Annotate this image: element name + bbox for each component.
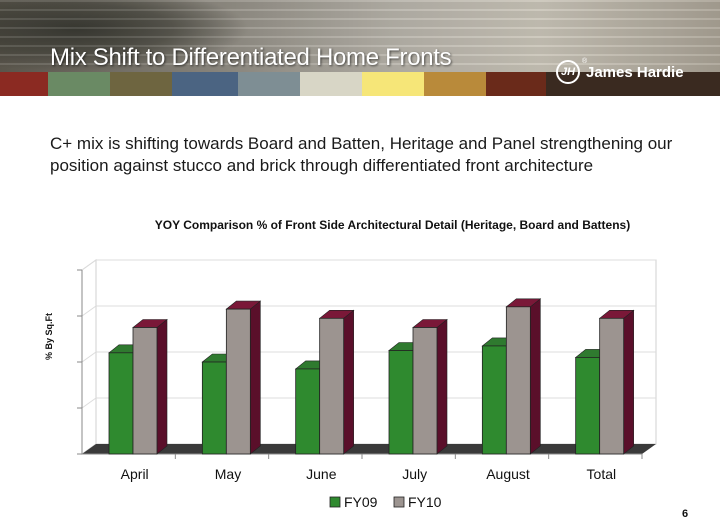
logo-text: James Hardie	[586, 63, 684, 81]
bar-fy10-july	[412, 327, 438, 455]
color-swatch	[238, 72, 300, 96]
bar-fy09-total	[575, 356, 601, 455]
color-swatch	[486, 72, 546, 96]
color-swatch	[362, 72, 424, 96]
gridline-side	[81, 305, 97, 317]
color-swatch	[672, 72, 720, 96]
bar-side	[436, 318, 448, 455]
color-swatch	[172, 72, 238, 96]
color-swatch-stripe	[0, 72, 720, 96]
color-swatch	[604, 72, 672, 96]
gridline-side	[81, 351, 97, 363]
bar-side	[530, 298, 541, 455]
chart-floor	[82, 444, 656, 454]
logo-registered-mark: ®	[582, 58, 588, 65]
x-tick-label: July	[402, 466, 427, 482]
x-tick-label: April	[121, 466, 149, 482]
x-tick-label: Total	[587, 466, 617, 482]
bar-fy10-total	[599, 317, 625, 455]
banner-photo-siding	[0, 0, 720, 72]
slide-subtitle: C+ mix is shifting towards Board and Bat…	[50, 134, 673, 175]
color-swatch	[48, 72, 110, 96]
color-swatch	[0, 72, 48, 96]
slide-title: Mix Shift to Differentiated Home Fronts	[50, 44, 452, 71]
x-tick-label: June	[306, 466, 337, 482]
bar-fy10-may	[225, 308, 251, 455]
gridline-side	[81, 259, 97, 271]
gridline-side	[81, 397, 97, 409]
bar-side	[156, 318, 168, 455]
bar-fy09-april	[108, 352, 134, 455]
color-swatch	[300, 72, 362, 96]
color-swatch	[424, 72, 486, 96]
bar-fy10-april	[132, 327, 158, 455]
page-number: 6	[682, 508, 689, 520]
bar-fy09-may	[201, 361, 227, 455]
bar-fy09-august	[481, 345, 507, 455]
legend-label-fy09: FY09	[344, 494, 378, 510]
x-tick-label: August	[486, 466, 530, 482]
bar-side	[343, 309, 354, 455]
legend-swatch-fy10	[393, 496, 405, 508]
bar-fy09-july	[388, 350, 414, 455]
bar-side	[623, 309, 634, 455]
x-tick-label: May	[215, 466, 241, 482]
bar-side	[250, 300, 261, 455]
bar-fy10-august	[505, 306, 531, 455]
logo-mark-icon: JH	[556, 60, 580, 84]
bar-fy10-june	[319, 317, 345, 455]
header-banner: Mix Shift to Differentiated Home Fronts …	[0, 0, 720, 96]
bar-fy09-june	[295, 368, 321, 455]
legend-label-fy10: FY10	[408, 494, 442, 510]
james-hardie-logo: JH ® James Hardie	[556, 58, 684, 84]
banner-photo-trees	[0, 0, 250, 72]
chart-title: YOY Comparison % of Front Side Architect…	[154, 218, 631, 232]
color-swatch	[110, 72, 172, 96]
legend-swatch-fy09	[329, 496, 341, 508]
